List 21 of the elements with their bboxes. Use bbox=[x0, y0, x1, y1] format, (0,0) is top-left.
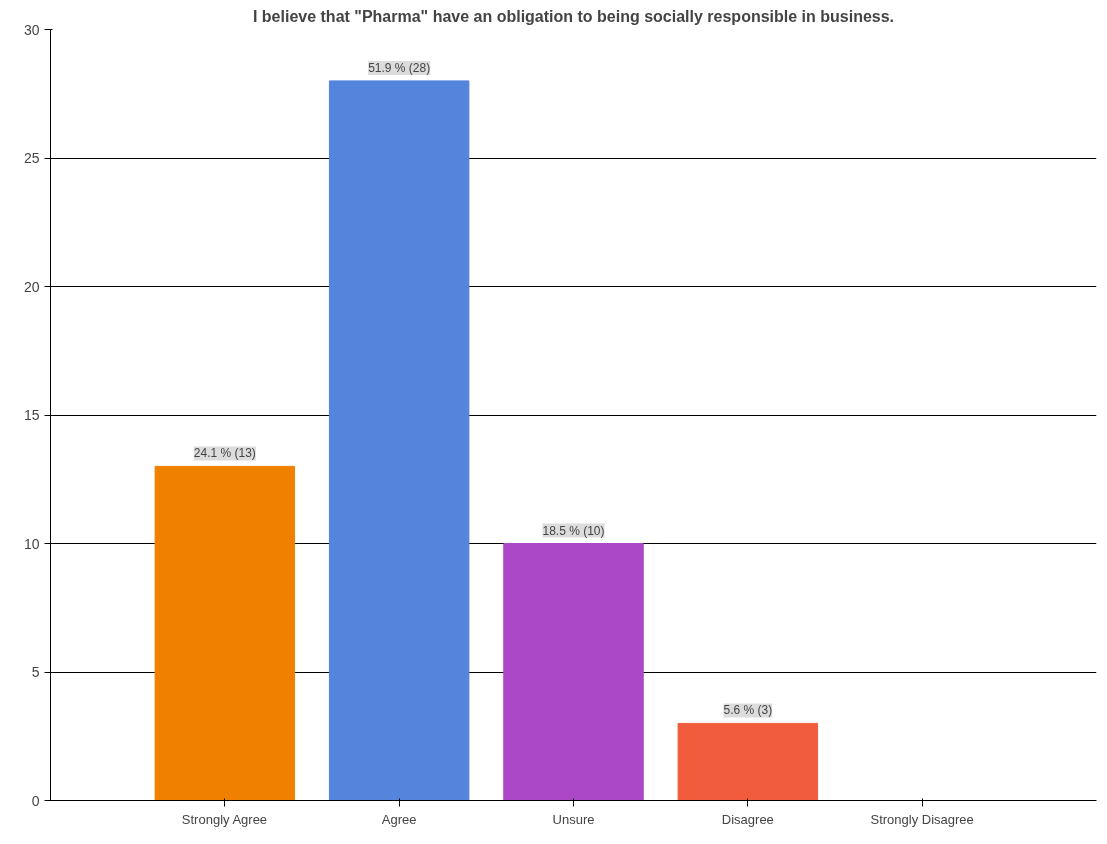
x-tick-label: Unsure bbox=[552, 811, 595, 827]
bar bbox=[503, 543, 644, 801]
y-tick-label: 15 bbox=[23, 407, 40, 423]
y-tick-label: 5 bbox=[31, 664, 40, 680]
x-tick-label: Strongly Disagree bbox=[870, 811, 974, 827]
bar bbox=[328, 80, 470, 801]
data-label: 51.9 % (28) bbox=[368, 60, 431, 75]
data-label: 18.5 % (10) bbox=[542, 523, 605, 538]
y-tick-label: 10 bbox=[23, 535, 40, 552]
data-label: 24.1 % (13) bbox=[193, 446, 256, 461]
x-tick-label: Disagree bbox=[721, 811, 774, 827]
y-tick-label: 25 bbox=[23, 150, 40, 166]
bar bbox=[677, 722, 819, 801]
y-tick-label: 20 bbox=[23, 278, 40, 295]
y-tick-label: 0 bbox=[31, 792, 40, 809]
data-label: 5.6 % (3) bbox=[723, 703, 773, 718]
bar bbox=[154, 465, 296, 801]
x-tick-label: Agree bbox=[381, 811, 417, 827]
y-tick-label: 30 bbox=[23, 21, 40, 38]
chart-title: I believe that "Pharma" have an obligation to being socially responsible in business. bbox=[252, 7, 895, 25]
x-tick-label: Strongly Agree bbox=[181, 811, 268, 827]
